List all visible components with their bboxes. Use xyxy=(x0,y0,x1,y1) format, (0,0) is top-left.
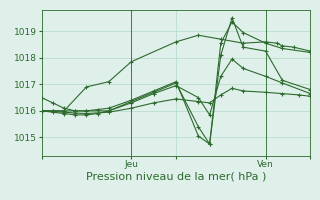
X-axis label: Pression niveau de la mer( hPa ): Pression niveau de la mer( hPa ) xyxy=(86,172,266,182)
